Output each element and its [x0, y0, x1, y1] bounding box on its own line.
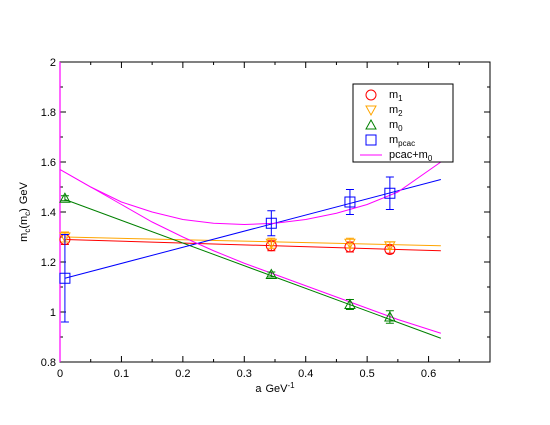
x-tick-label: 0.3 — [237, 368, 252, 380]
y-tick-label: 0.8 — [41, 357, 56, 369]
x-tick-label: 0.4 — [298, 368, 313, 380]
legend-label-sub: 0 — [398, 124, 403, 133]
legend-label-3: mpcac — [389, 134, 415, 148]
legend-label-main: m — [389, 134, 398, 146]
pcac-curve-1 — [59, 169, 442, 334]
point-square — [384, 187, 396, 199]
legend-label-main: m — [389, 89, 398, 101]
legend-label-2: m0 — [389, 119, 403, 133]
legend-label-main: m — [389, 104, 398, 116]
point-triangle-down — [384, 241, 396, 252]
x-tick-label: 0.2 — [175, 368, 190, 380]
fit-line-3 — [64, 179, 441, 279]
y-tick-label: 2 — [50, 57, 56, 69]
axis-ticks: 0 0.1 0.2 0.3 0.4 0.5 0.6 0.8 1 1.2 1.4 1.6 1.8 2 — [41, 57, 490, 380]
fit-line-0 — [64, 239, 441, 252]
x-tick-label: 0.6 — [421, 368, 436, 380]
fit-line-2 — [64, 199, 442, 339]
legend-label-sub: 2 — [398, 109, 403, 118]
pcac-curve-0 — [59, 161, 442, 226]
point-triangle-down — [265, 238, 278, 250]
point-triangle-up — [384, 310, 396, 322]
legend-marker-2 — [365, 118, 377, 130]
point-triangle-down — [59, 232, 71, 244]
x-tick-label: 0.5 — [359, 368, 374, 380]
fit-line-1 — [64, 236, 441, 247]
legend-marker-3 — [365, 134, 377, 146]
data-points — [59, 176, 396, 324]
y-tick-label: 1 — [50, 307, 56, 319]
legend-marker-1 — [365, 105, 377, 117]
y-tick-label: 1.4 — [41, 207, 56, 219]
legend-label-sub: pcac — [398, 139, 415, 148]
x-axis-label: a GeV-1 — [255, 381, 295, 395]
legend-label-4: pcac+m0 — [389, 149, 433, 163]
point-triangle-up — [344, 298, 356, 309]
y-tick-label: 1.6 — [41, 157, 56, 169]
fit-lines — [59, 62, 442, 362]
legend-label-sub: 0 — [428, 154, 433, 163]
legend-label-sub: 1 — [398, 94, 403, 103]
y-tick-label: 1.8 — [41, 107, 56, 119]
point-triangle-up — [265, 268, 278, 279]
legend-label-1: m2 — [389, 104, 403, 118]
x-tick-label: 0 — [57, 368, 63, 380]
point-square — [344, 196, 356, 208]
y-axis-label: mc(mc)GeV — [18, 181, 32, 241]
x-tick-label: 0.1 — [114, 368, 129, 380]
point-triangle-down — [344, 238, 356, 250]
legend-label-0: m1 — [389, 89, 403, 103]
point-triangle-up — [59, 192, 71, 203]
point-square — [59, 272, 71, 284]
y-tick-label: 1.2 — [41, 257, 56, 269]
legend-label-main: pcac+m — [389, 149, 428, 161]
point-square — [265, 217, 277, 229]
legend-label-main: m — [389, 119, 398, 131]
legend-marker-0 — [365, 89, 377, 101]
